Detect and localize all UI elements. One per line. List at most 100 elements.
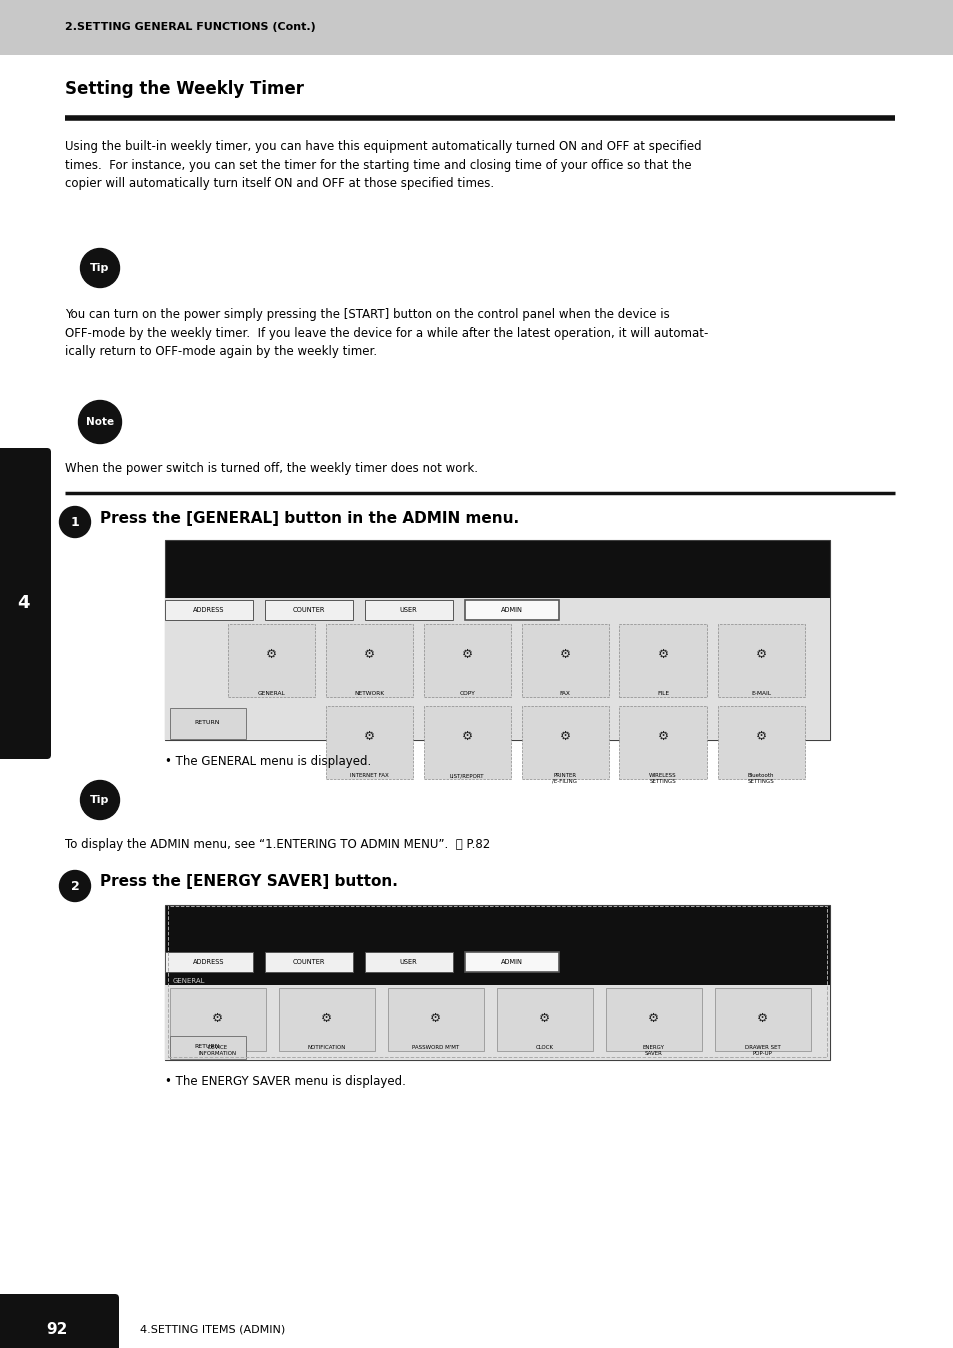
Bar xyxy=(165,541,829,740)
Text: NOTIFICATION: NOTIFICATION xyxy=(307,1045,345,1050)
Bar xyxy=(165,624,829,700)
Text: ⚙: ⚙ xyxy=(363,647,375,661)
FancyBboxPatch shape xyxy=(164,952,253,972)
Text: ADMIN: ADMIN xyxy=(500,958,522,965)
FancyBboxPatch shape xyxy=(387,988,483,1050)
Text: ⚙: ⚙ xyxy=(558,647,570,661)
Text: RETURN: RETURN xyxy=(194,720,220,724)
FancyBboxPatch shape xyxy=(227,624,314,697)
FancyBboxPatch shape xyxy=(717,705,803,779)
Bar xyxy=(165,905,829,1060)
Text: To display the ADMIN menu, see “1.ENTERING TO ADMIN MENU”.  ⎙ P.82: To display the ADMIN menu, see “1.ENTERI… xyxy=(65,838,490,851)
FancyBboxPatch shape xyxy=(170,1035,245,1058)
Text: 4.SETTING ITEMS (ADMIN): 4.SETTING ITEMS (ADMIN) xyxy=(140,1325,285,1335)
Bar xyxy=(168,906,826,1057)
FancyBboxPatch shape xyxy=(423,705,510,779)
Text: ⚙: ⚙ xyxy=(212,1011,223,1024)
FancyBboxPatch shape xyxy=(364,600,452,620)
FancyBboxPatch shape xyxy=(605,988,700,1050)
Text: ⚙: ⚙ xyxy=(647,1011,659,1024)
FancyBboxPatch shape xyxy=(521,705,608,779)
Text: • The ENERGY SAVER menu is displayed.: • The ENERGY SAVER menu is displayed. xyxy=(165,1074,405,1088)
Text: ⚙: ⚙ xyxy=(363,729,375,743)
Text: Setting the Weekly Timer: Setting the Weekly Timer xyxy=(65,80,304,98)
Text: GENERAL: GENERAL xyxy=(257,692,285,696)
Text: • The GENERAL menu is displayed.: • The GENERAL menu is displayed. xyxy=(165,755,371,768)
Text: FAX: FAX xyxy=(559,692,570,696)
Text: LIST/REPORT: LIST/REPORT xyxy=(449,772,484,778)
FancyBboxPatch shape xyxy=(164,600,253,620)
Text: ⚙: ⚙ xyxy=(657,647,668,661)
Text: ENERGY
SAVER: ENERGY SAVER xyxy=(642,1045,663,1055)
FancyBboxPatch shape xyxy=(714,988,810,1050)
Circle shape xyxy=(59,871,91,902)
FancyBboxPatch shape xyxy=(264,600,352,620)
Text: 2.SETTING GENERAL FUNCTIONS (Cont.): 2.SETTING GENERAL FUNCTIONS (Cont.) xyxy=(65,22,315,32)
Text: ⚙: ⚙ xyxy=(265,647,276,661)
Text: Press the [GENERAL] button in the ADMIN menu.: Press the [GENERAL] button in the ADMIN … xyxy=(100,511,518,526)
Text: DEVICE
INFORMATION: DEVICE INFORMATION xyxy=(198,1045,236,1055)
Text: COUNTER: COUNTER xyxy=(292,958,324,965)
Text: ⚙: ⚙ xyxy=(558,729,570,743)
Text: 1: 1 xyxy=(71,515,79,528)
Text: Bluetooth
SETTINGS: Bluetooth SETTINGS xyxy=(747,772,774,783)
Text: ⚙: ⚙ xyxy=(320,1011,332,1024)
Text: ⚙: ⚙ xyxy=(538,1011,550,1024)
FancyBboxPatch shape xyxy=(264,952,352,972)
FancyBboxPatch shape xyxy=(278,988,375,1050)
FancyBboxPatch shape xyxy=(0,448,51,759)
Text: 2: 2 xyxy=(71,879,79,892)
Text: Press the [ENERGY SAVER] button.: Press the [ENERGY SAVER] button. xyxy=(100,874,397,888)
Text: 92: 92 xyxy=(47,1322,68,1337)
Circle shape xyxy=(78,400,121,443)
Text: ⚙: ⚙ xyxy=(756,1011,767,1024)
Text: GENERAL: GENERAL xyxy=(172,979,205,984)
Bar xyxy=(165,985,829,1060)
Text: ⚙: ⚙ xyxy=(657,729,668,743)
Text: ⚙: ⚙ xyxy=(461,647,472,661)
Text: COUNTER: COUNTER xyxy=(292,607,324,613)
FancyBboxPatch shape xyxy=(364,952,452,972)
Text: E-MAIL: E-MAIL xyxy=(750,692,770,696)
Text: PRINTER
/E-FILING: PRINTER /E-FILING xyxy=(552,772,577,783)
Text: Note: Note xyxy=(86,417,114,427)
Text: DRAWER SET
POP-UP: DRAWER SET POP-UP xyxy=(744,1045,780,1055)
Text: Tip: Tip xyxy=(91,795,110,805)
Text: USER: USER xyxy=(399,958,417,965)
FancyBboxPatch shape xyxy=(618,624,706,697)
Text: ⚙: ⚙ xyxy=(461,729,472,743)
FancyBboxPatch shape xyxy=(0,1294,119,1348)
FancyBboxPatch shape xyxy=(325,705,412,779)
FancyBboxPatch shape xyxy=(521,624,608,697)
FancyBboxPatch shape xyxy=(717,624,803,697)
FancyBboxPatch shape xyxy=(170,988,265,1050)
Text: RETURN: RETURN xyxy=(194,1045,220,1050)
Bar xyxy=(0,0,953,55)
FancyBboxPatch shape xyxy=(170,708,245,739)
Text: COPY: COPY xyxy=(458,692,475,696)
Text: ADMIN: ADMIN xyxy=(500,607,522,613)
Text: NETWORK: NETWORK xyxy=(354,692,384,696)
Text: WIRELESS
SETTINGS: WIRELESS SETTINGS xyxy=(648,772,676,783)
Text: Using the built-in weekly timer, you can have this equipment automatically turne: Using the built-in weekly timer, you can… xyxy=(65,140,700,190)
Text: FILE: FILE xyxy=(657,692,668,696)
FancyBboxPatch shape xyxy=(423,624,510,697)
Text: ADDRESS: ADDRESS xyxy=(193,607,224,613)
FancyBboxPatch shape xyxy=(325,624,412,697)
Text: ⚙: ⚙ xyxy=(430,1011,440,1024)
Text: ADDRESS: ADDRESS xyxy=(193,958,224,965)
Circle shape xyxy=(80,780,119,820)
Text: INTERNET FAX: INTERNET FAX xyxy=(349,772,388,778)
Text: CLOCK: CLOCK xyxy=(535,1045,553,1050)
Bar xyxy=(165,599,829,740)
Text: ⚙: ⚙ xyxy=(755,647,766,661)
FancyBboxPatch shape xyxy=(496,988,592,1050)
Circle shape xyxy=(80,248,119,287)
Text: You can turn on the power simply pressing the [START] button on the control pane: You can turn on the power simply pressin… xyxy=(65,307,708,359)
Text: PASSWORD M'MT: PASSWORD M'MT xyxy=(412,1045,458,1050)
FancyBboxPatch shape xyxy=(464,952,558,972)
Text: ⚙: ⚙ xyxy=(755,729,766,743)
FancyBboxPatch shape xyxy=(618,705,706,779)
FancyBboxPatch shape xyxy=(464,600,558,620)
Text: 4: 4 xyxy=(17,594,30,612)
